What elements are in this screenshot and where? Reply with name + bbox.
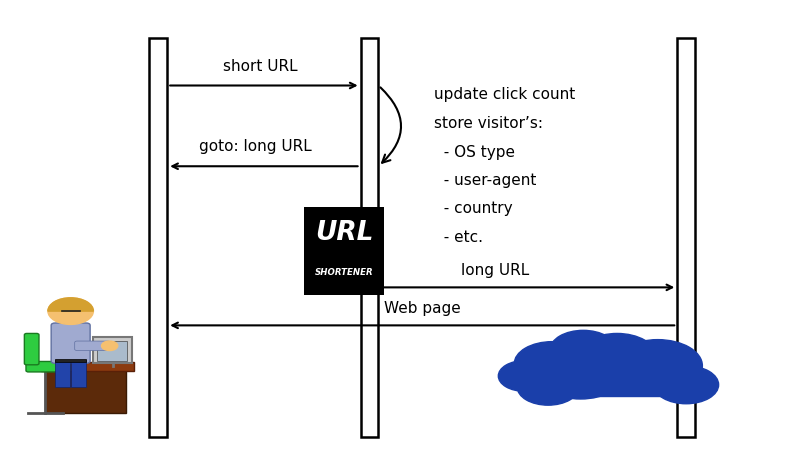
Text: long URL: long URL: [461, 263, 529, 278]
FancyBboxPatch shape: [55, 360, 70, 387]
FancyBboxPatch shape: [55, 359, 86, 362]
FancyBboxPatch shape: [149, 38, 167, 437]
FancyArrowPatch shape: [380, 87, 401, 163]
FancyBboxPatch shape: [41, 362, 134, 370]
Circle shape: [101, 341, 118, 351]
Text: store visitor’s:: store visitor’s:: [434, 116, 543, 131]
Circle shape: [579, 335, 654, 380]
Wedge shape: [48, 298, 93, 311]
FancyBboxPatch shape: [51, 323, 90, 363]
FancyBboxPatch shape: [45, 366, 126, 413]
FancyBboxPatch shape: [524, 361, 645, 383]
Text: - country: - country: [434, 201, 513, 217]
FancyBboxPatch shape: [71, 360, 86, 387]
Circle shape: [48, 298, 93, 324]
Text: goto: long URL: goto: long URL: [200, 139, 311, 154]
Circle shape: [612, 340, 702, 392]
FancyBboxPatch shape: [24, 333, 39, 365]
Text: Web page: Web page: [384, 301, 460, 316]
Circle shape: [653, 366, 718, 404]
FancyBboxPatch shape: [360, 38, 378, 437]
Text: update click count: update click count: [434, 87, 575, 103]
Text: short URL: short URL: [222, 58, 297, 74]
FancyBboxPatch shape: [304, 207, 384, 294]
Circle shape: [498, 361, 550, 391]
FancyBboxPatch shape: [75, 341, 110, 351]
FancyBboxPatch shape: [547, 370, 689, 396]
Circle shape: [549, 330, 616, 369]
Circle shape: [614, 358, 668, 390]
Circle shape: [513, 342, 590, 386]
FancyBboxPatch shape: [97, 341, 127, 361]
Text: - etc.: - etc.: [434, 230, 483, 245]
Text: SHORTENER: SHORTENER: [315, 268, 373, 277]
Circle shape: [517, 369, 578, 405]
Circle shape: [535, 347, 624, 399]
Text: - OS type: - OS type: [434, 144, 515, 160]
Circle shape: [577, 333, 655, 379]
FancyBboxPatch shape: [93, 337, 132, 363]
FancyBboxPatch shape: [676, 38, 694, 437]
Text: URL: URL: [315, 220, 373, 246]
Text: - user-agent: - user-agent: [434, 173, 536, 188]
FancyBboxPatch shape: [26, 361, 70, 372]
